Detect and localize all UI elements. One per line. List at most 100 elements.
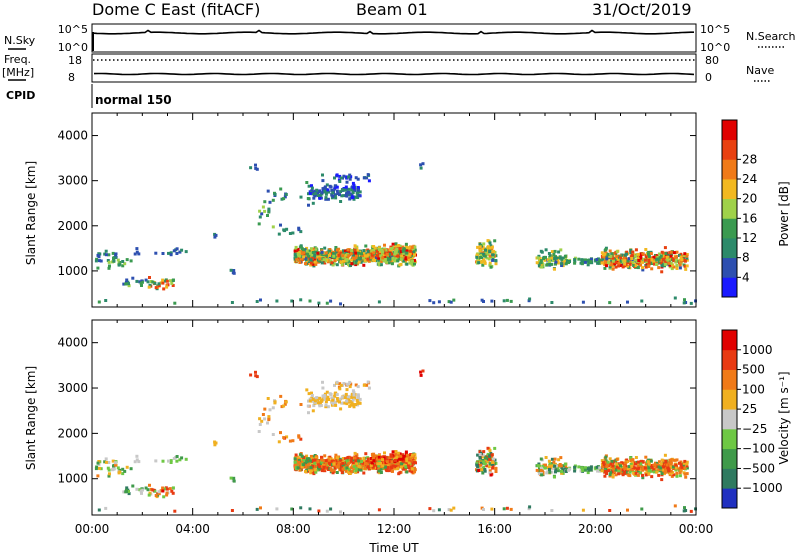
- power-cell: [399, 250, 403, 254]
- power-cell: [144, 278, 148, 282]
- nsky-tick-low: 10^0: [58, 41, 88, 54]
- power-cell: [682, 301, 686, 305]
- velocity-cell: [383, 465, 387, 469]
- power-cell: [338, 193, 341, 197]
- power-cell: [279, 223, 282, 227]
- velocity-cell: [550, 509, 554, 512]
- velocity-cell: [390, 460, 393, 464]
- power-cell: [494, 262, 498, 266]
- power-cell: [589, 260, 593, 264]
- power-cell: [626, 300, 629, 304]
- velocity-cell: [627, 465, 631, 469]
- power-cell: [659, 254, 663, 258]
- velocity-cell: [560, 466, 564, 470]
- power-cell: [324, 196, 328, 200]
- power-cell: [478, 247, 482, 251]
- velocity-cell: [271, 433, 275, 436]
- power-cell: [161, 278, 165, 282]
- power-cell: [154, 286, 158, 290]
- power-cell: [370, 249, 374, 253]
- power-cell: [285, 227, 289, 231]
- velocity-cell: [617, 469, 621, 473]
- power-cell: [647, 252, 650, 256]
- power-cell: [312, 258, 316, 262]
- power-cell: [675, 250, 679, 254]
- colorbar-swatch: [722, 277, 737, 298]
- power-cell: [634, 248, 638, 252]
- velocity-cell: [475, 463, 479, 467]
- velocity-cell: [601, 461, 605, 465]
- velocity-cell: [348, 380, 352, 384]
- power-cell: [157, 284, 161, 288]
- velocity-cell: [349, 403, 353, 407]
- velocity-cell: [579, 469, 583, 473]
- velocity-cell: [302, 456, 306, 460]
- power-cell: [341, 254, 345, 258]
- velocity-cell: [385, 460, 389, 464]
- power-colorbar-label: Power [dB]: [777, 181, 791, 246]
- velocity-cell: [657, 467, 661, 471]
- velocity-cell: [401, 459, 405, 463]
- velocity-ylabel: Slant Range [km]: [24, 366, 38, 470]
- velocity-cell: [371, 464, 375, 467]
- velocity-cell: [437, 508, 441, 512]
- velocity-cell: [340, 471, 344, 474]
- velocity-cell: [316, 459, 320, 463]
- power-cell: [357, 194, 361, 198]
- velocity-cell: [626, 467, 630, 471]
- power-cell: [139, 281, 143, 285]
- power-cell: [353, 244, 357, 248]
- power-cell: [96, 253, 100, 257]
- power-cell: [363, 259, 367, 263]
- power-cell: [619, 256, 622, 260]
- power-cell: [389, 247, 393, 250]
- velocity-cell: [103, 460, 107, 464]
- power-cell: [300, 249, 304, 253]
- power-cell: [255, 300, 259, 303]
- power-cell: [351, 251, 355, 255]
- power-cell: [636, 266, 640, 270]
- velocity-cell: [319, 404, 323, 407]
- power-cell: [553, 267, 556, 271]
- power-cell: [95, 257, 99, 261]
- velocity-cell: [664, 459, 668, 463]
- velocity-cell: [387, 469, 391, 473]
- power-cell: [589, 257, 593, 261]
- velocity-cell: [354, 469, 358, 473]
- velocity-cell: [268, 408, 272, 412]
- power-cell: [305, 181, 309, 184]
- velocity-cell: [482, 460, 486, 464]
- power-cell: [320, 250, 324, 254]
- power-cell: [345, 180, 349, 184]
- power-cell: [314, 262, 318, 266]
- velocity-cell: [544, 463, 547, 467]
- velocity-cell: [685, 466, 689, 470]
- power-cell: [475, 255, 479, 259]
- velocity-cell: [494, 467, 498, 470]
- power-cell: [116, 258, 120, 262]
- power-cell: [586, 263, 590, 267]
- velocity-cell: [404, 450, 408, 454]
- velocity-cell: [609, 471, 613, 475]
- velocity-cell: [351, 461, 355, 465]
- power-cell: [348, 193, 351, 197]
- power-cell: [258, 215, 262, 219]
- nsky-panel-frame: [91, 23, 697, 53]
- power-cell: [567, 261, 571, 264]
- velocity-cell: [573, 467, 577, 471]
- power-cell: [163, 279, 167, 283]
- power-cell: [583, 260, 587, 264]
- power-cell: [321, 173, 324, 177]
- velocity-colorbar-swatches: [722, 330, 737, 509]
- power-cell: [668, 263, 672, 267]
- velocity-cell: [679, 463, 683, 467]
- power-cell: [528, 297, 532, 301]
- velocity-cell: [548, 468, 551, 471]
- power-cell: [316, 251, 320, 255]
- power-cell: [154, 251, 158, 255]
- power-cell: [556, 261, 560, 265]
- power-cell: [137, 252, 141, 256]
- power-cell: [410, 253, 414, 257]
- velocity-cell: [327, 466, 331, 470]
- power-cell: [664, 252, 668, 255]
